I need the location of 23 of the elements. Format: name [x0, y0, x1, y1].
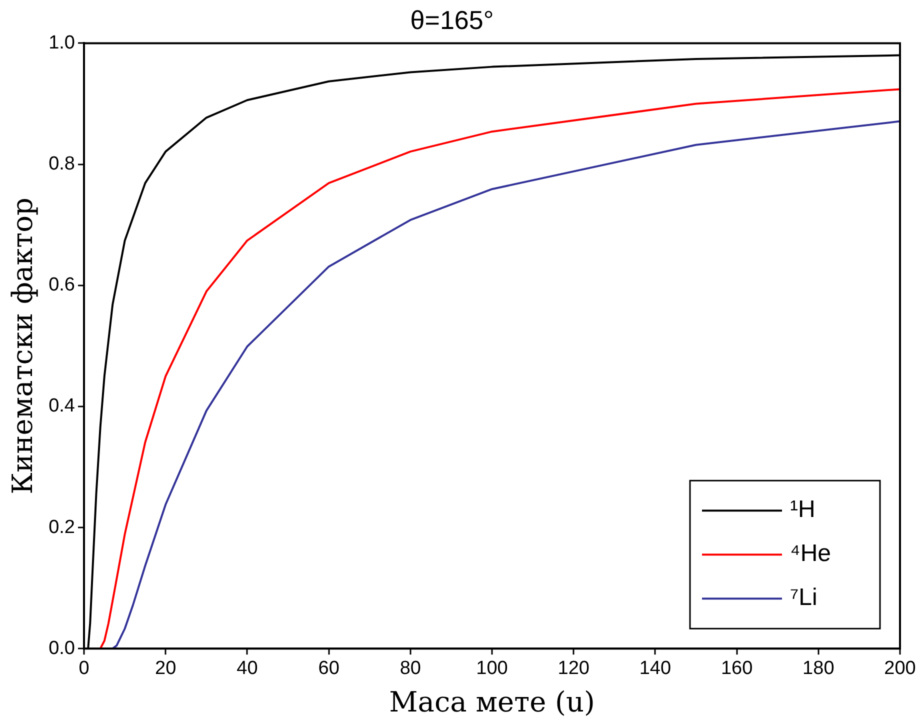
x-tick-label: 180 — [802, 658, 834, 680]
x-tick-label: 100 — [476, 658, 508, 680]
x-tick-label: 40 — [236, 658, 258, 680]
x-tick-label: 20 — [155, 658, 176, 680]
y-tick-label: 0.4 — [48, 396, 76, 417]
y-tick-label: 0.0 — [48, 638, 76, 659]
x-tick-label: 140 — [639, 658, 672, 680]
x-tick-label: 160 — [720, 658, 753, 680]
y-tick-label: 0.2 — [48, 516, 76, 538]
x-tick-label: 60 — [318, 658, 340, 680]
x-tick-label: 0 — [78, 658, 90, 680]
x-tick-label: 200 — [884, 658, 916, 680]
x-tick-label: 120 — [558, 658, 590, 680]
y-tick-label: 0.6 — [48, 274, 76, 296]
y-tick-label: 1.0 — [48, 32, 76, 54]
legend-label: ¹H — [790, 496, 816, 524]
x-tick-label: 80 — [400, 658, 421, 680]
legend-label: ⁴He — [790, 540, 831, 568]
legend-label: ⁷Li — [790, 584, 818, 612]
chart-title: θ=165° — [410, 4, 494, 35]
y-axis-title: Кинематски фактор — [6, 198, 40, 494]
y-tick-label: 0.8 — [48, 154, 76, 175]
x-axis-title: Маса мете (u) — [389, 685, 595, 718]
